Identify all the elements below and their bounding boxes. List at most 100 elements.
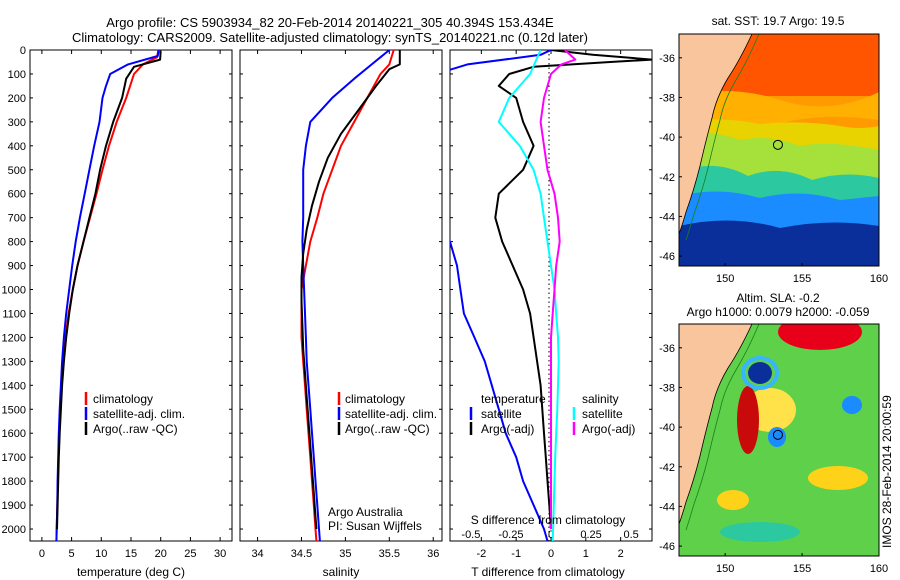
sst-lat-ticks: -36 -38 -40 -42 -44 -46 bbox=[659, 53, 682, 263]
lon-tick-label: 150 bbox=[716, 563, 734, 575]
header-line-1: Argo profile: CS 5903934_82 20-Feb-2014 … bbox=[106, 15, 554, 30]
top-tick-label: 0.25 bbox=[580, 529, 601, 541]
profile-line-argo-raw-qc- bbox=[300, 50, 401, 530]
depth-tick-label: 1000 bbox=[2, 285, 26, 297]
sla-shelf-contour bbox=[685, 324, 760, 531]
sla-south-yellow bbox=[808, 466, 868, 490]
lon-tick-label: 155 bbox=[793, 273, 811, 285]
salinity-y-ticks bbox=[240, 49, 442, 530]
lat-tick-label: -40 bbox=[659, 132, 675, 144]
salinity-annotation-line-2: PI: Susan Wijffels bbox=[328, 519, 422, 533]
x-tick-label: 30 bbox=[214, 548, 226, 560]
sla-west-high bbox=[737, 386, 759, 454]
salinity-xlabel: salinity bbox=[323, 565, 360, 579]
salinity-lines bbox=[300, 49, 401, 542]
difference-y-ticks bbox=[450, 49, 652, 530]
temperature-x-ticks: 0 5 10 15 20 25 30 bbox=[39, 50, 226, 560]
lat-tick-label: -38 bbox=[659, 92, 675, 104]
sla-coastline bbox=[679, 324, 753, 525]
difference-legend-temperature-title: temperature bbox=[481, 392, 546, 406]
temperature-legend-satellite: satellite-adj. clim. bbox=[93, 407, 185, 421]
depth-tick-label: 1800 bbox=[2, 476, 26, 488]
difference-lines bbox=[450, 50, 652, 541]
temperature-legend-argo: Argo(..raw -QC) bbox=[93, 422, 178, 436]
top-tick-label: 0.5 bbox=[623, 529, 638, 541]
x-tick-label: -1 bbox=[511, 548, 521, 560]
depth-tick-label: 1900 bbox=[2, 500, 26, 512]
x-tick-label: 36 bbox=[427, 548, 439, 560]
depth-tick-label: 100 bbox=[8, 69, 26, 81]
depth-tick-label: 1200 bbox=[2, 332, 26, 344]
depth-tick-label: 1600 bbox=[2, 428, 26, 440]
depth-tick-label: 700 bbox=[8, 213, 26, 225]
lat-tick-label: -40 bbox=[659, 422, 675, 434]
sst-coastline bbox=[679, 34, 753, 235]
sst-map-field bbox=[679, 34, 879, 266]
sla-lon-ticks: 150 155 160 bbox=[716, 553, 888, 575]
sst-map: sat. SST: 19.7 Argo: 19.5 -36 -38 -40 -42 -4… bbox=[659, 14, 888, 285]
depth-tick-label: 1700 bbox=[2, 452, 26, 464]
lat-tick-label: -44 bbox=[659, 211, 675, 223]
top-tick-label: -0.25 bbox=[498, 529, 523, 541]
sla-map-title: Altim. SLA: -0.2 bbox=[736, 291, 820, 305]
salinity-legend-satellite: satellite-adj. clim. bbox=[345, 407, 437, 421]
depth-tick-label: 1100 bbox=[2, 308, 26, 320]
depth-tick-label: 400 bbox=[8, 141, 26, 153]
temperature-legend: climatology satellite-adj. clim. Argo(..… bbox=[84, 392, 185, 436]
salinity-legend-climatology: climatology bbox=[345, 392, 405, 406]
lon-tick-label: 155 bbox=[793, 563, 811, 575]
salinity-x-ticks: 34 34.5 35 35.5 36 bbox=[251, 50, 439, 560]
x-tick-label: 35 bbox=[339, 548, 351, 560]
salinity-legend-argo: Argo(..raw -QC) bbox=[345, 422, 430, 436]
sla-east-low bbox=[842, 396, 862, 414]
lon-tick-label: 150 bbox=[716, 273, 734, 285]
difference-legend-temp-argo: Argo(-adj) bbox=[481, 422, 534, 436]
lat-tick-label: -36 bbox=[659, 343, 675, 355]
x-tick-label: 34 bbox=[251, 548, 263, 560]
profile-line-argo-raw-qc- bbox=[56, 51, 162, 530]
sla-map-field bbox=[679, 324, 879, 556]
credit-text: IMOS 28-Feb-2014 20:00:59 bbox=[880, 395, 894, 548]
depth-tick-label: 0 bbox=[20, 45, 26, 57]
difference-legend-sal-argo: Argo(-adj) bbox=[582, 422, 635, 436]
top-tick-label: -0.5 bbox=[461, 529, 480, 541]
temperature-legend-climatology: climatology bbox=[93, 392, 153, 406]
x-tick-label: 35.5 bbox=[379, 548, 400, 560]
x-tick-label: 5 bbox=[69, 548, 75, 560]
x-tick-label: 0 bbox=[39, 548, 45, 560]
sla-argo-marker bbox=[772, 429, 783, 440]
lon-tick-label: 160 bbox=[870, 273, 888, 285]
depth-tick-label: 900 bbox=[8, 261, 26, 273]
difference-legend-sal-satellite: satellite bbox=[582, 407, 623, 421]
x-tick-label: 10 bbox=[95, 548, 107, 560]
depth-tick-label: 200 bbox=[8, 93, 26, 105]
x-tick-label: 34.5 bbox=[291, 548, 312, 560]
sla-cold-eddy-north bbox=[748, 362, 772, 384]
depth-tick-label: 1300 bbox=[2, 356, 26, 368]
sst-argo-marker bbox=[772, 139, 783, 150]
temperature-lines bbox=[55, 49, 162, 542]
depth-tick-label: 300 bbox=[8, 117, 26, 129]
profile-line-salinity-argo bbox=[539, 50, 577, 529]
x-tick-label: 15 bbox=[125, 548, 137, 560]
sla-north-high bbox=[778, 324, 862, 350]
depth-tick-label: 2000 bbox=[2, 524, 26, 536]
sla-cold-eddy-ring bbox=[741, 356, 779, 390]
x-tick-label: 20 bbox=[155, 548, 167, 560]
sst-map-frame bbox=[678, 33, 880, 267]
sst-land bbox=[679, 34, 752, 234]
difference-top-ticks: -0.5 -0.25 0 0.25 0.5 bbox=[461, 529, 638, 541]
sla-map-frame bbox=[678, 323, 880, 557]
lat-tick-label: -46 bbox=[659, 251, 675, 263]
salinity-panel: 34 34.5 35 35.5 36 salinity climatology sate… bbox=[239, 49, 443, 579]
salinity-legend: climatology satellite-adj. clim. Argo(..… bbox=[337, 392, 437, 436]
sla-map-subtitle: Argo h1000: 0.0079 h2000: -0.059 bbox=[687, 305, 870, 319]
x-tick-label: 2 bbox=[618, 548, 624, 560]
sst-map-title: sat. SST: 19.7 Argo: 19.5 bbox=[712, 14, 845, 28]
sst-lon-ticks: 150 155 160 bbox=[716, 263, 888, 285]
profile-line-salinity-satellite bbox=[497, 50, 560, 541]
lat-tick-label: -38 bbox=[659, 382, 675, 394]
sla-lat-ticks: -36 -38 -40 -42 -44 -46 bbox=[659, 343, 682, 553]
depth-tick-label: 600 bbox=[8, 189, 26, 201]
